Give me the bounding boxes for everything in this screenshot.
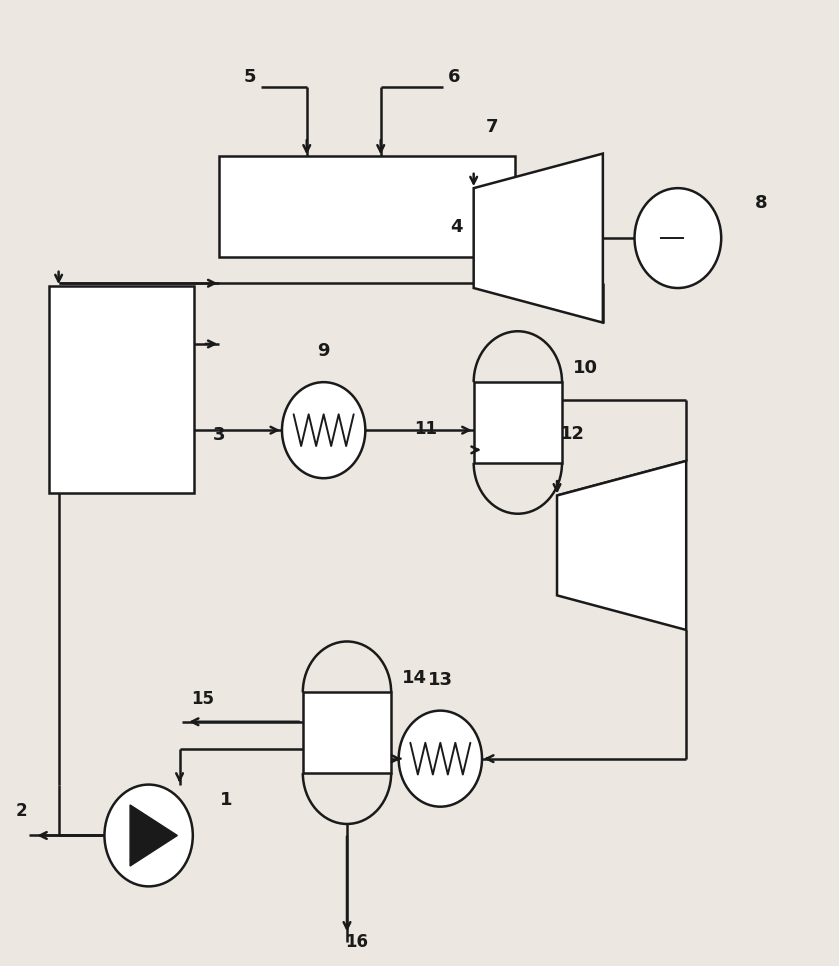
Bar: [303, 693, 391, 773]
Text: 12: 12: [560, 425, 585, 443]
Text: 8: 8: [755, 194, 768, 213]
Text: 13: 13: [428, 671, 453, 689]
Bar: [49, 286, 195, 493]
Circle shape: [634, 188, 722, 288]
Polygon shape: [130, 805, 177, 867]
Text: 3: 3: [213, 426, 226, 443]
Text: 9: 9: [317, 342, 330, 360]
Bar: [474, 383, 562, 463]
Polygon shape: [557, 461, 686, 630]
Circle shape: [282, 383, 365, 478]
Text: 5: 5: [244, 68, 257, 86]
Text: 6: 6: [448, 68, 461, 86]
Text: 2: 2: [15, 802, 27, 819]
Text: 11: 11: [414, 420, 437, 438]
Polygon shape: [474, 154, 603, 323]
Text: 14: 14: [402, 669, 427, 687]
Text: 10: 10: [573, 358, 598, 377]
Text: 15: 15: [191, 690, 214, 708]
Text: 7: 7: [486, 118, 498, 135]
Text: 16: 16: [346, 933, 368, 952]
Text: 4: 4: [450, 218, 462, 236]
Text: 1: 1: [220, 791, 232, 809]
Circle shape: [105, 784, 193, 887]
Circle shape: [399, 711, 482, 807]
Bar: [220, 156, 515, 257]
